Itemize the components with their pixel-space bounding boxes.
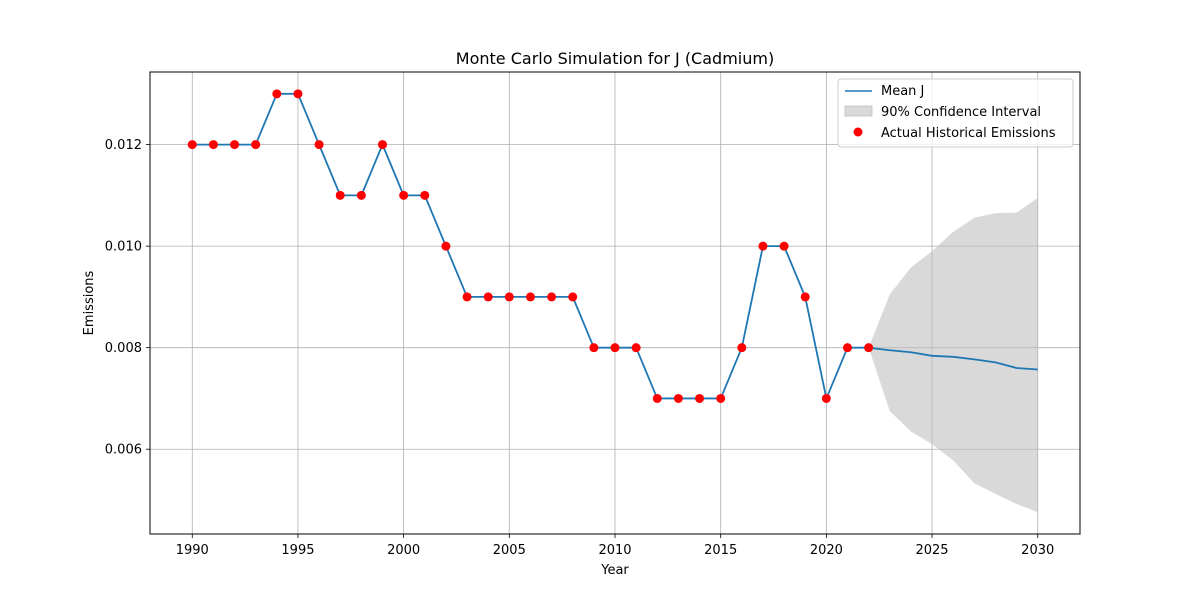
historical-emission-point	[399, 190, 409, 200]
historical-emission-point	[758, 241, 768, 251]
historical-emission-point	[843, 343, 852, 353]
historical-emission-point	[864, 343, 874, 353]
historical-emission-point	[420, 190, 430, 200]
x-tick-label: 2010	[598, 543, 631, 558]
historical-emission-point	[208, 140, 218, 150]
y-tick-label: 0.006	[105, 443, 142, 458]
historical-emission-point	[631, 343, 641, 353]
y-tick-label: 0.010	[105, 240, 142, 255]
historical-emission-point	[779, 241, 789, 251]
historical-emission-point	[272, 89, 282, 99]
historical-points-layer	[187, 89, 874, 403]
historical-emission-point	[673, 393, 683, 403]
historical-emission-point	[378, 140, 387, 150]
historical-emission-point	[462, 292, 472, 302]
legend: Mean J 90% Confidence Interval Actual Hi…	[837, 78, 1074, 148]
historical-emission-point	[483, 292, 493, 302]
x-tick-label: 2015	[704, 543, 737, 558]
x-tick-label: 1990	[176, 543, 209, 558]
confidence-band-layer	[868, 197, 1038, 513]
historical-emission-point	[695, 393, 705, 403]
x-tick-label: 2000	[387, 543, 420, 558]
y-tick-label: 0.008	[105, 341, 142, 356]
historical-emission-point	[293, 89, 303, 99]
historical-emission-point	[610, 343, 620, 353]
x-tick-label: 2025	[915, 543, 948, 558]
historical-emission-point	[821, 393, 831, 403]
historical-emission-point	[441, 241, 451, 251]
legend-band-label: 90% Confidence Interval	[881, 105, 1041, 120]
x-tick-label: 2005	[493, 543, 526, 558]
historical-emission-point	[504, 292, 514, 302]
y-axis-label: Emissions	[82, 270, 97, 335]
historical-emission-point	[335, 190, 345, 200]
chart-title: Monte Carlo Simulation for J (Cadmium)	[456, 49, 774, 68]
historical-emission-point	[737, 343, 747, 353]
historical-emission-point	[589, 343, 599, 353]
x-axis-ticks: 1990 1995 2000 2005 2010 2015 2020 2025 2030	[176, 534, 1054, 558]
historical-emission-point	[525, 292, 535, 302]
legend-box	[837, 78, 1074, 148]
historical-emission-point	[568, 292, 578, 302]
historical-emission-point	[356, 190, 366, 200]
historical-emission-point	[716, 393, 726, 403]
x-tick-label: 1995	[281, 543, 314, 558]
x-tick-label: 2020	[810, 543, 843, 558]
historical-emission-point	[314, 140, 324, 150]
historical-emission-point	[800, 292, 810, 302]
historical-emission-point	[230, 140, 240, 150]
x-axis-label: Year	[600, 563, 629, 578]
historical-emission-point	[652, 393, 662, 403]
y-axis-ticks: 0.006 0.008 0.010 0.012	[105, 138, 150, 458]
legend-band-swatch	[844, 105, 873, 117]
historical-emission-point	[547, 292, 557, 302]
legend-historical-swatch	[853, 127, 863, 137]
historical-emission-point	[251, 140, 261, 150]
legend-historical-label: Actual Historical Emissions	[881, 126, 1056, 141]
y-tick-label: 0.012	[105, 138, 142, 153]
x-tick-label: 2030	[1021, 543, 1054, 558]
historical-emission-point	[187, 140, 197, 150]
confidence-interval-band	[868, 197, 1038, 513]
legend-mean-label: Mean J	[881, 84, 924, 99]
